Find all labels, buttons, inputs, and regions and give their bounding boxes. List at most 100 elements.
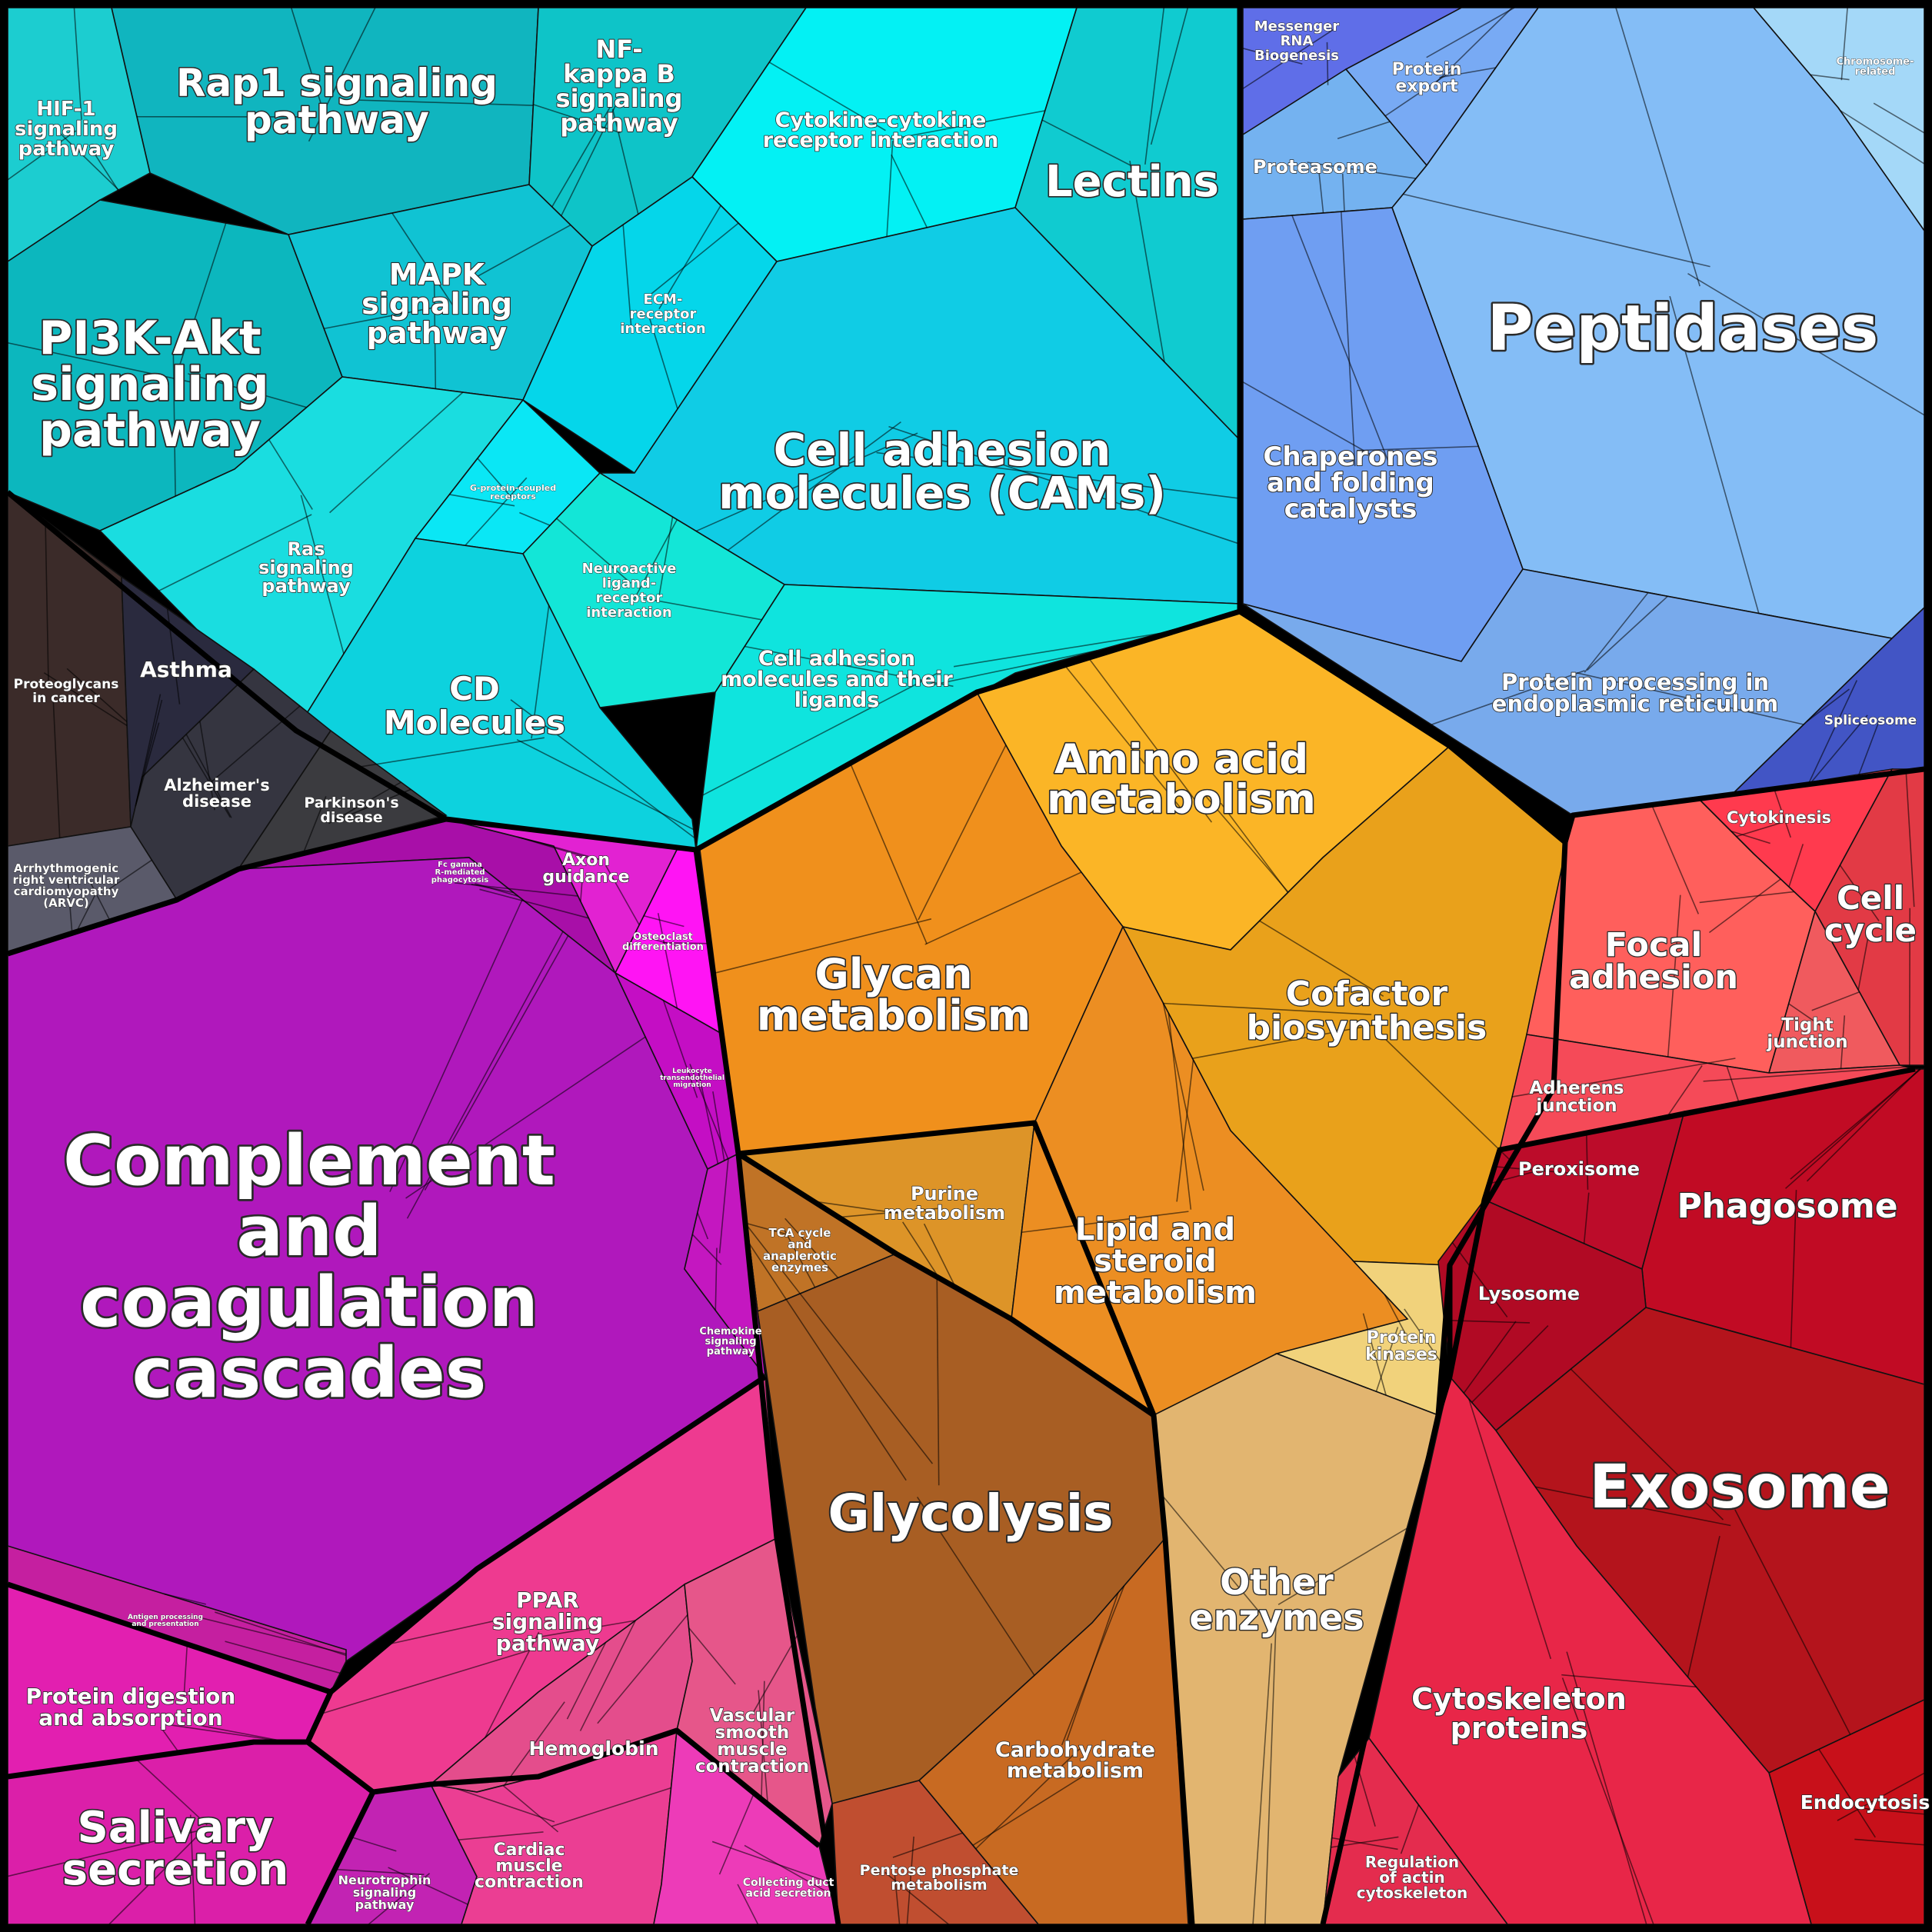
label-ras-signaling-pathway: Ras signaling pathway: [258, 538, 354, 597]
label-hif-1-signaling-pathway: HIF-1 signaling pathway: [15, 98, 118, 161]
subcell-texture: [1818, 1749, 1925, 1846]
subcell-texture: [1839, 768, 1915, 1066]
subcell-texture: [1730, 788, 1804, 888]
subcell-texture: [454, 882, 589, 919]
label-endocytosis: Endocytosis: [1800, 1791, 1930, 1814]
subcell-texture: [691, 1158, 729, 1311]
label-pentose-phosphate-metabolism: Pentose phosphate metabolism: [860, 1862, 1019, 1894]
subcell-texture: [533, 102, 639, 217]
label-pi3k-akt-signaling-pathway: PI3K-Akt signaling pathway: [31, 311, 268, 458]
subcell-texture: [556, 516, 762, 621]
subcell-texture: [1535, 1368, 1851, 1735]
label-carbohydrate-metabolism: Carbohydrate metabolism: [995, 1738, 1155, 1783]
subcell-texture: [389, 899, 646, 1219]
subcell-texture: [7, 1758, 208, 1925]
subcell-texture: [1021, 1002, 1204, 1234]
subcell-texture: [635, 913, 710, 1009]
subcell-texture: [7, 222, 307, 497]
label-exosome: Exosome: [1589, 1453, 1890, 1522]
subcell-texture: [702, 632, 1160, 796]
subcell-texture: [158, 391, 464, 655]
label-neurotrophin-signaling-pathway: Neurotrophin signaling pathway: [338, 1873, 431, 1912]
label-chromosome-related: Chromosome-related: [1836, 56, 1914, 78]
subcell-texture: [1468, 1398, 1697, 1925]
subcell-texture: [746, 1217, 839, 1288]
label-antigen-processing-and-presentation: Antigen processing and presentation: [128, 1614, 203, 1628]
subcell-texture: [136, 7, 534, 142]
subcell-texture: [303, 781, 411, 853]
label-chemokine-signaling-pathway: Chemokine signaling pathway: [699, 1326, 761, 1357]
subcell-texture: [715, 744, 1082, 974]
subcell-texture: [335, 1836, 468, 1925]
label-vascular-smooth-muscle-contraction: Vascular smooth muscle contraction: [695, 1706, 809, 1777]
subcell-texture: [67, 859, 152, 934]
label-leukocyte-transendothelial-migration: Leukocyte transendothelial migration: [660, 1068, 724, 1089]
region-border: [693, 849, 1195, 1925]
subcell-texture: [320, 1619, 636, 1738]
subcell-texture: [358, 605, 695, 839]
subcell-texture: [164, 1593, 347, 1674]
region-border: [1435, 1066, 1916, 1417]
subcell-texture: [1810, 7, 1925, 165]
cell-adherens-junction: [1498, 1034, 1916, 1151]
subcell-texture: [1242, 28, 1334, 89]
subcell-texture: [1163, 920, 1512, 1162]
label-mapk-signaling-pathway: MAPK signaling pathway: [361, 258, 512, 350]
subcell-texture: [711, 1793, 831, 1925]
subcell-texture: [449, 458, 551, 546]
label-tight-junction: Tight junction: [1766, 1015, 1847, 1052]
subcell-texture: [456, 1784, 671, 1840]
subcell-texture: [1384, 7, 1515, 117]
subcell-texture: [1307, 121, 1417, 213]
label-chaperones-and-folding-catalysts: Chaperones and folding catalysts: [1263, 441, 1437, 525]
label-protein-digestion-and-absorption: Protein digestion and absorption: [26, 1684, 236, 1730]
subcell-texture: [1362, 1294, 1443, 1396]
subcell-texture: [1041, 7, 1189, 362]
label-adherens-junction: Adherens junction: [1529, 1078, 1624, 1116]
label-lipid-and-steroid-metabolism: Lipid and steroid metabolism: [1054, 1212, 1257, 1311]
label-protein-kinases: Protein kinases: [1365, 1328, 1437, 1364]
label-collecting-duct-acid-secretion: Collecting duct acid secretion: [743, 1877, 834, 1900]
label-cell-cycle: Cell cycle: [1824, 879, 1917, 949]
subcell-texture: [1161, 1494, 1407, 1925]
label-purine-metabolism: Purine metabolism: [884, 1183, 1005, 1224]
subcell-texture: [1431, 592, 1804, 725]
subcell-texture: [160, 1644, 288, 1754]
label-parkinson-s-disease: Parkinson's disease: [304, 794, 398, 826]
label-rap1-signaling-pathway: Rap1 signaling pathway: [176, 61, 498, 142]
subcell-texture: [7, 7, 119, 191]
label-glycolysis: Glycolysis: [828, 1484, 1113, 1543]
subcell-texture: [746, 1225, 1035, 1676]
subcell-texture: [695, 421, 1240, 551]
label-proteoglycans-in-cancer: Proteoglycans in cancer: [14, 677, 119, 706]
label-proteasome: Proteasome: [1253, 156, 1377, 178]
label-focal-adhesion: Focal adhesion: [1569, 926, 1738, 997]
label-peptidases: Peptidases: [1487, 292, 1879, 365]
label-neuroactive-ligand-receptor-interaction: Neuroactive ligand-receptor interaction: [582, 561, 677, 621]
label-osteoclast-differentiation: Osteoclast differentiation: [622, 931, 704, 953]
region-border: [735, 1153, 841, 1925]
label-amino-acid-metabolism: Amino acid metabolism: [1047, 736, 1316, 823]
label-hemoglobin: Hemoglobin: [528, 1737, 658, 1760]
subcell-texture: [768, 62, 1045, 237]
label-arrhythmogenic-right-ventricular-cardiomyopathy-arvc: Arrhythmogenic right ventricular cardiomyo…: [13, 861, 121, 910]
subcell-texture: [662, 1000, 729, 1164]
label-tca-cycle-and-anaplerotic-enzymes: TCA cycle and anaplerotic enzymes: [763, 1226, 837, 1274]
subcell-texture: [688, 1627, 798, 1804]
label-protein-processing-in-endoplasmic-reticulum: Protein processing in endoplasmic reticul…: [1492, 669, 1778, 717]
label-cytokinesis: Cytokinesis: [1727, 808, 1831, 827]
subcell-texture: [1403, 7, 1925, 614]
subcell-texture: [324, 212, 571, 389]
label-spliceosome: Spliceosome: [1824, 713, 1917, 728]
subcell-texture: [1806, 680, 1880, 784]
subcell-texture: [1444, 1241, 1549, 1403]
label-lysosome: Lysosome: [1478, 1283, 1580, 1304]
subcell-texture: [517, 836, 640, 926]
label-ecm-receptor-interaction: ECM-receptor interaction: [620, 291, 705, 337]
subcell-texture: [622, 205, 739, 409]
label-cofactor-biosynthesis: Cofactor biosynthesis: [1247, 974, 1487, 1048]
